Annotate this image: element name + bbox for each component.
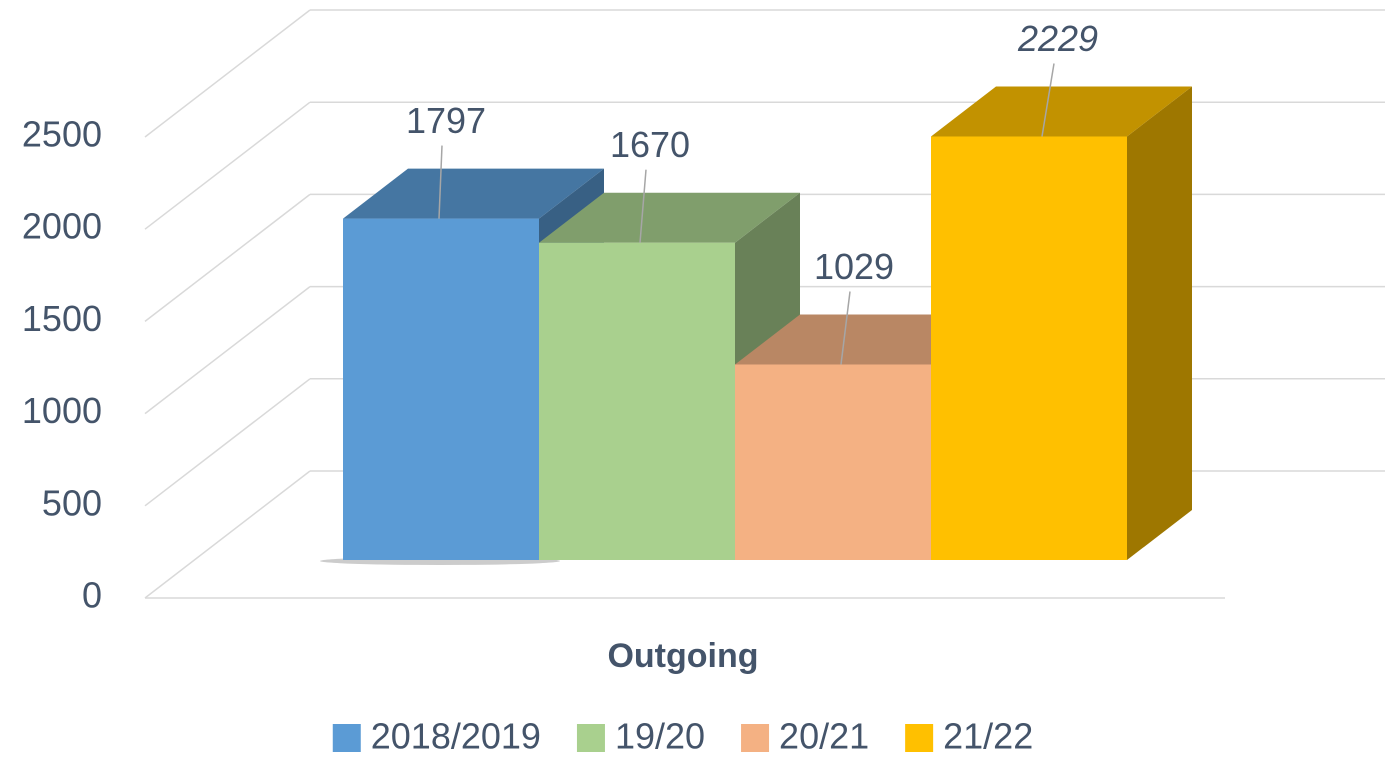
legend-swatch: [905, 724, 934, 752]
grid-line: [144, 378, 311, 507]
y-tick-label: 2000: [22, 206, 102, 247]
bar: [931, 136, 1127, 561]
bar: [539, 242, 735, 560]
value-label: 1670: [610, 124, 690, 165]
legend-swatch: [332, 724, 361, 752]
legend-label: 20/21: [779, 716, 869, 757]
y-tick-label: 0: [82, 575, 102, 616]
y-tick-label: 500: [42, 482, 102, 523]
value-label: 1797: [406, 100, 486, 141]
legend: 2018/2019 19/20 20/21 21/22: [332, 716, 1033, 757]
grid-line: [144, 101, 311, 230]
bar: [735, 364, 931, 560]
leader-line: [840, 291, 851, 365]
value-label: 2229: [1017, 18, 1098, 59]
grid-line: [144, 9, 311, 138]
grid-line: [144, 193, 311, 322]
bar: [343, 218, 539, 560]
leader-line: [438, 145, 443, 219]
bar-side: [1127, 86, 1192, 561]
legend-swatch: [576, 724, 605, 752]
legend-label: 21/22: [943, 716, 1033, 757]
bar-top: [931, 86, 1192, 137]
y-tick-label: 2500: [22, 114, 102, 155]
y-tick-label: 1500: [22, 298, 102, 339]
x-tick-label: Outgoing: [607, 637, 758, 675]
bar-top: [539, 192, 800, 243]
legend-swatch: [741, 724, 770, 752]
bar-top: [735, 314, 996, 365]
grid-line: [144, 470, 311, 599]
leader-line: [639, 169, 647, 243]
grid-line: [144, 286, 311, 415]
legend-label: 2018/2019: [371, 716, 541, 757]
value-label: 1029: [814, 246, 894, 287]
leader-line: [1041, 63, 1055, 137]
legend-label: 19/20: [615, 716, 705, 757]
bar-top: [343, 168, 604, 219]
y-tick-label: 1000: [22, 390, 102, 431]
